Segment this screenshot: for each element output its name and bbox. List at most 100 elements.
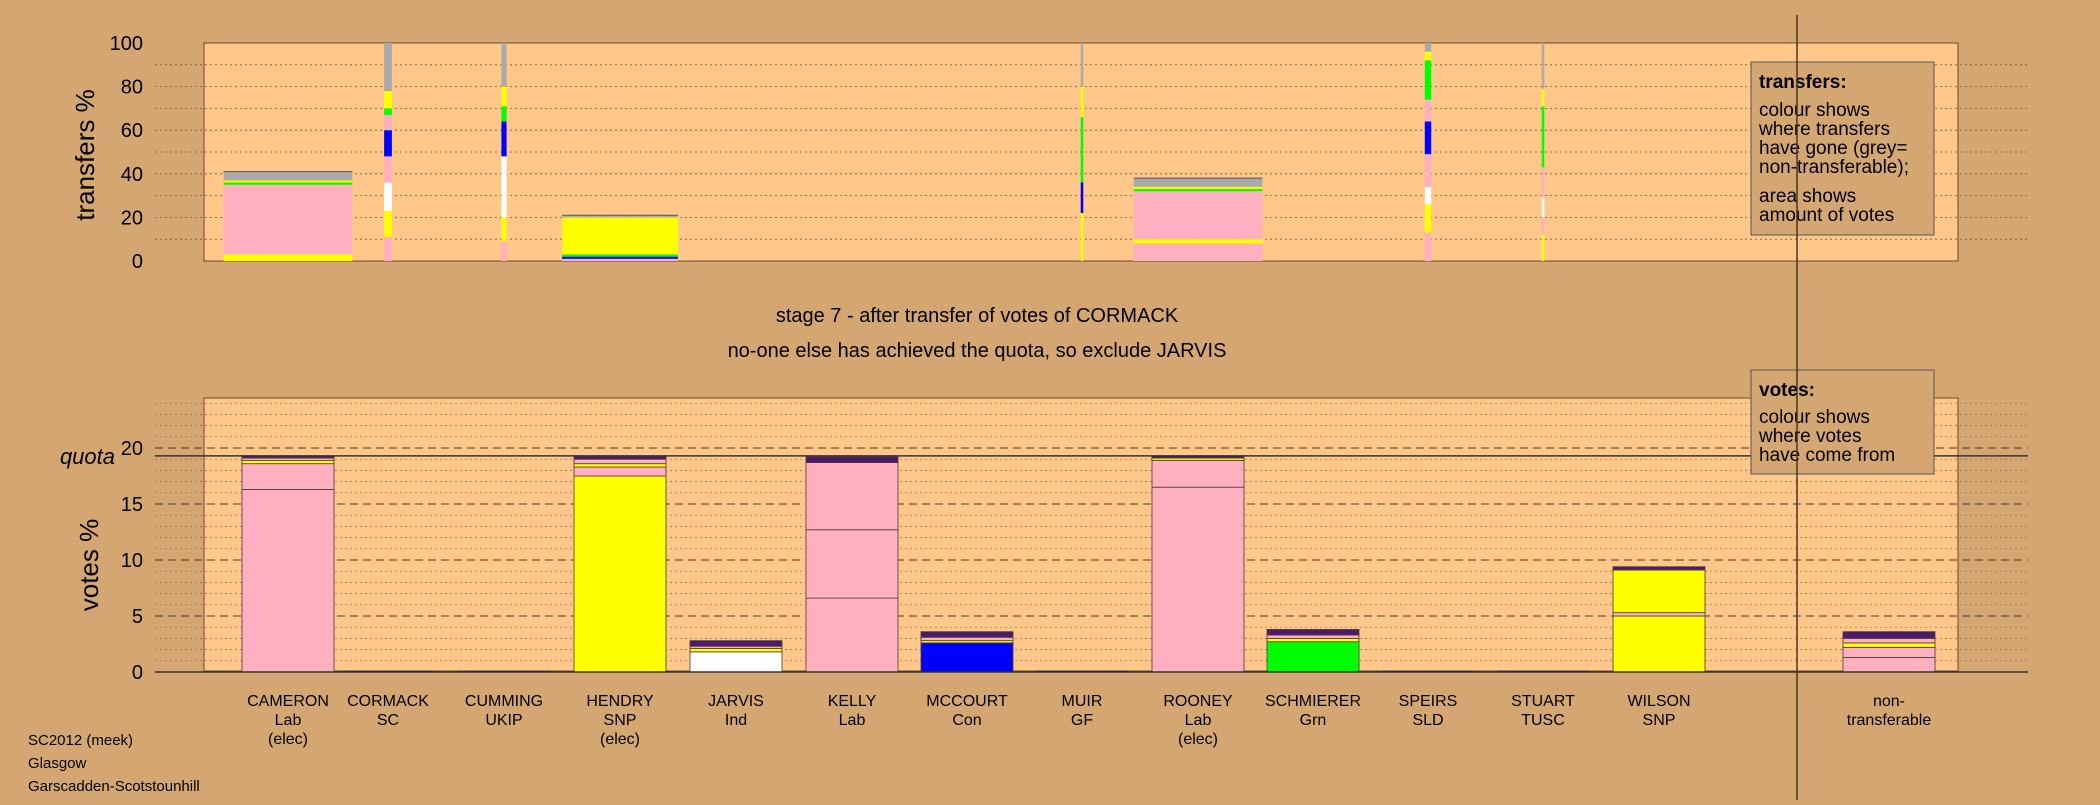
vote-segment-jarvis [689,640,783,647]
legend-transfers-line-4: non-transferable); [1759,157,1909,178]
votes-tick-label: 10 [121,550,143,572]
transfer-segment-rooney [1133,239,1263,244]
vote-segment-hendry [573,458,667,465]
candidate-label: non- [1873,693,1905,710]
votes-tick-label: 15 [121,494,143,516]
candidate-label: MCCOURT [926,693,1008,710]
candidate-label: CORMACK [347,693,429,710]
transfer-segment-cumming [501,43,507,87]
candidate-label: Con [952,712,981,729]
transfer-segment-cameron [223,182,353,185]
transfer-segment-rooney [1133,191,1263,240]
vote-segment-kelly [805,597,899,673]
transfer-segment-cormack [384,108,392,115]
transfer-segment-speirs [1424,204,1432,233]
candidate-label: SNP [1643,712,1676,729]
transfer-segment-muir [1080,182,1084,214]
candidate-label: Lab [1185,712,1212,729]
candidate-label: (elec) [1178,731,1218,748]
footer-line-1: SC2012 (meek) [28,732,133,749]
candidate-label: SLD [1412,712,1443,729]
transfer-segment-cormack [384,43,392,91]
transfer-segment-speirs [1424,99,1432,122]
transfer-segment-muir [1080,86,1084,118]
vote-segment-schmierer [1266,641,1360,673]
vote-segment-cameron [241,459,335,465]
candidate-label: HENDRY [586,693,654,710]
transfer-segment-speirs [1424,51,1432,61]
votes-tick-label: 5 [132,606,143,628]
transfer-segment-hendry [562,217,678,255]
vote-segment-hendry [573,475,667,673]
transfers-tick-label: 40 [121,164,143,186]
candidate-labels: CAMERON Lab (elec) CORMACK SC CUMMING UKIP HEND… [247,693,1931,748]
transfer-segment-speirs [1424,232,1432,261]
candidate-label: SPEIRS [1399,693,1458,710]
vote-segment-hendry [573,463,667,468]
transfer-segment-stuart [1541,197,1545,218]
transfers-legend: transfers: colour shows where transfers … [1750,61,1935,236]
candidate-label: SCHMIERER [1265,693,1361,710]
legend-transfers-line-3: have gone (grey= [1759,138,1907,159]
legend-transfers-title: transfers: [1759,72,1847,93]
transfer-segment-hendry [562,254,678,257]
transfer-segment-cumming [501,241,507,261]
transfer-segment-stuart [1541,167,1545,198]
vote-segment-non [1842,631,1936,639]
candidate-label: STUART [1511,693,1575,710]
vote-segment-kelly [805,462,899,531]
votes-legend: votes: colour shows where votes have com… [1750,369,1935,475]
votes-axis-label: votes % [74,519,104,612]
transfer-segment-rooney [1133,186,1263,190]
candidate-label: MUIR [1062,693,1103,710]
footer-line-3: Garscadden-Scotstounhill [28,778,200,795]
transfer-segment-cormack [384,90,392,109]
transfer-segment-hendry [562,215,678,218]
vote-segment-schmierer [1266,634,1360,639]
candidate-label: CUMMING [465,693,543,710]
transfer-segment-muir [1080,213,1084,261]
candidate-label: (elec) [268,731,308,748]
vote-segment-mccourt [920,631,1014,638]
votes-tick-label: 20 [121,438,143,460]
candidate-label: Ind [725,712,747,729]
transfer-segment-cumming [501,106,507,122]
transfer-segment-speirs [1424,60,1432,100]
vote-segment-schmierer [1266,629,1360,636]
footer-line-2: Glasgow [28,755,87,772]
vote-segment-jarvis [689,648,783,653]
candidate-label: TUSC [1521,712,1565,729]
candidate-label: SC [377,712,399,729]
legend-transfers-line-2: where transfers [1758,119,1890,140]
transfer-segment-cormack [384,130,392,157]
stage-line-1: stage 7 - after transfer of votes of COR… [776,305,1179,327]
legend-votes-title: votes: [1759,380,1815,401]
vote-segment-wilson [1612,612,1706,617]
transfer-segment-cameron [223,184,353,207]
legend-transfers-line-5: area shows [1759,186,1856,207]
transfers-tick-label: 0 [132,251,143,273]
transfers-axis-label: transfers % [70,89,100,221]
vote-segment-non [1842,638,1936,644]
quota-label: quota [60,444,115,469]
vote-segment-cameron [241,463,335,490]
transfer-segment-hendry [562,256,678,259]
transfer-segment-stuart [1541,106,1545,168]
transfer-segment-cumming [501,86,507,107]
vote-segment-mccourt [920,642,1014,673]
transfer-segment-hendry [562,258,678,261]
transfer-segment-rooney [1133,189,1263,192]
transfer-segment-cumming [501,121,507,157]
transfer-segment-cameron [223,180,353,183]
candidate-label: GF [1071,712,1093,729]
candidate-label: Lab [839,712,866,729]
vote-segment-kelly [805,456,899,463]
transfer-segment-speirs [1424,43,1432,52]
candidate-label: KELLY [828,693,877,710]
vote-segment-wilson [1612,615,1706,673]
transfers-grid [155,64,2028,240]
transfer-segment-cameron [223,254,353,261]
vote-segment-hendry [573,466,667,477]
